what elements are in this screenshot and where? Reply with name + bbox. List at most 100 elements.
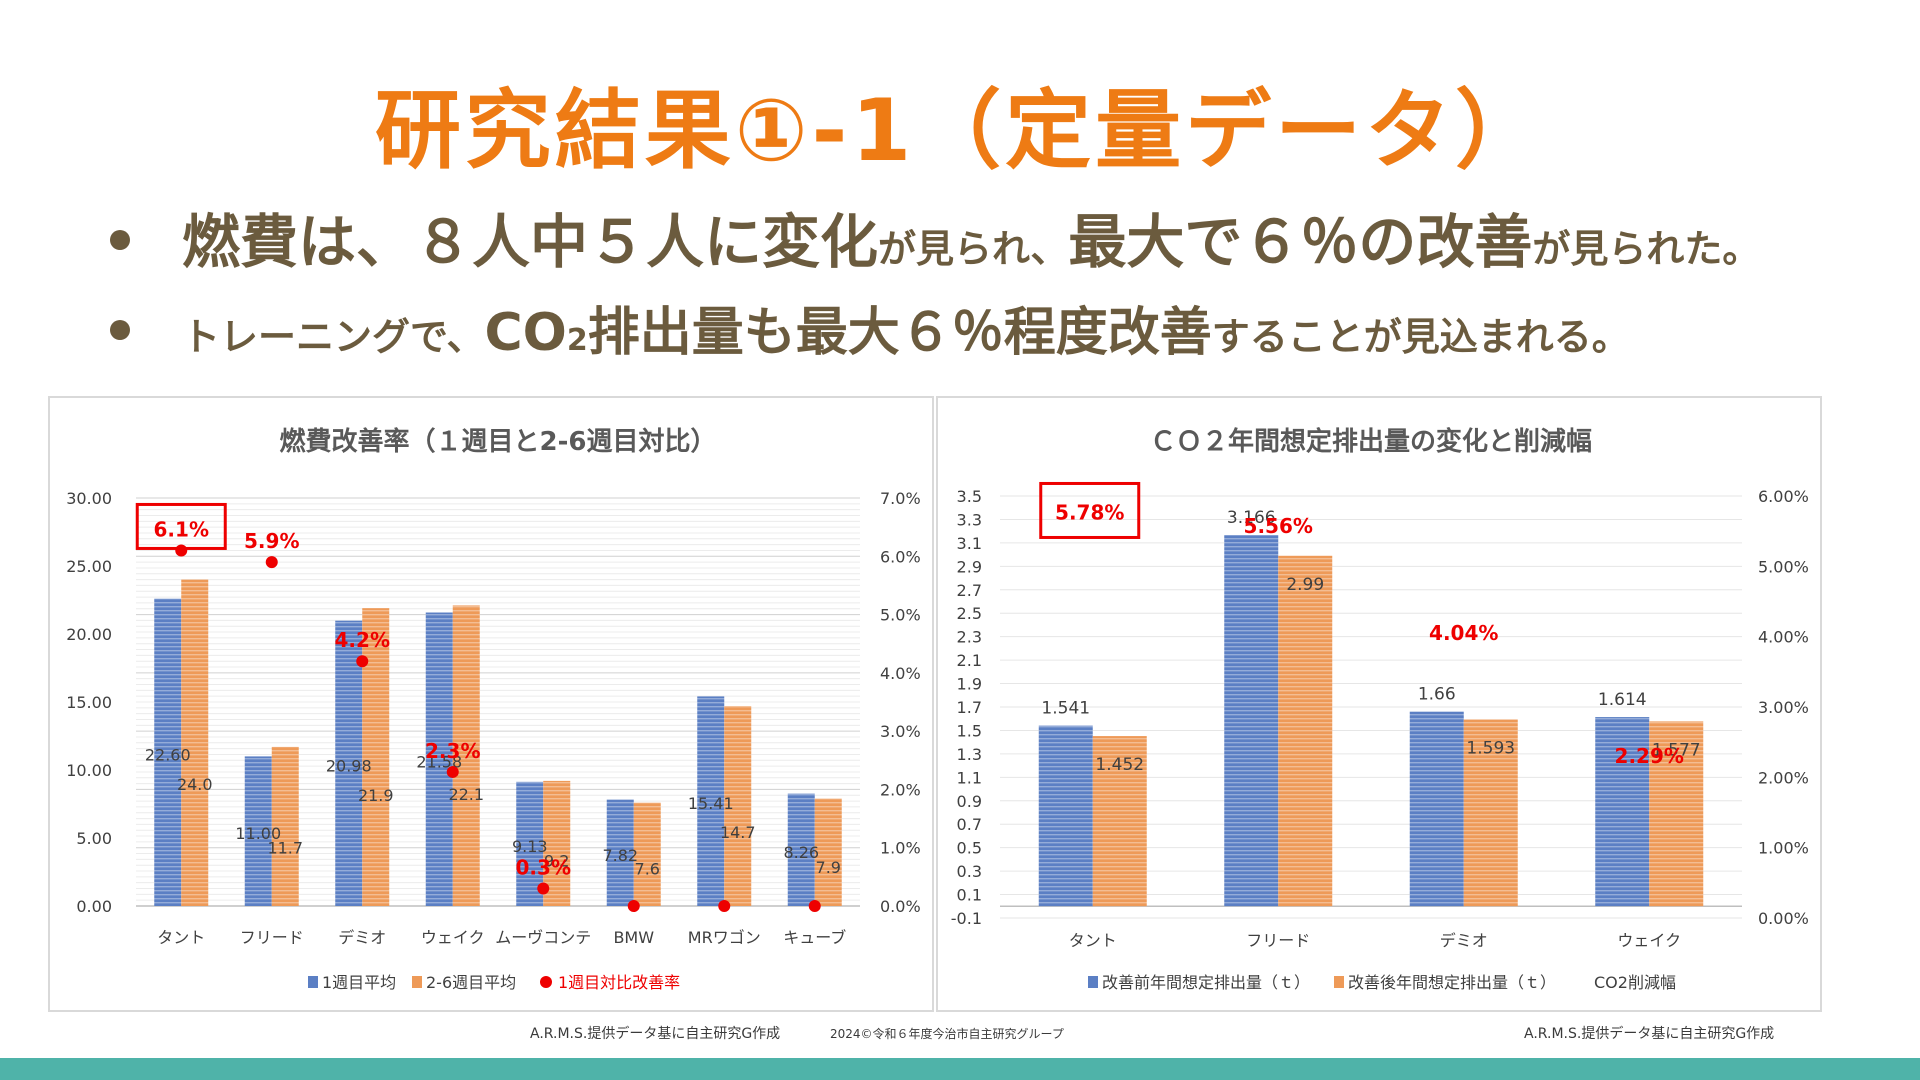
bar-label-after: 1.577 [1652,740,1701,760]
bar-after [1649,721,1704,907]
y2-tick-label: 7.0% [880,489,921,508]
bar-label-week2-6: 21.9 [358,786,394,805]
y-tick-label: 30.00 [66,489,112,508]
x-tick-label: デミオ [1440,931,1488,950]
y2-tick-label: 5.00% [1758,557,1809,576]
y2-tick-label: 6.0% [880,547,921,566]
y2-tick-label: 1.00% [1758,839,1809,858]
x-tick-label: MRワゴン [688,928,761,947]
bar-label-before: 3.166 [1227,508,1276,528]
bar-label-week2-6: 7.6 [635,860,660,879]
bar-label-week1: 11.00 [235,824,281,843]
improvement-point [446,765,459,778]
bar-week1 [335,620,363,906]
y-tick-label: 1.3 [957,745,982,764]
improvement-label: 6.1% [154,517,209,541]
y-tick-label: 5.00 [76,829,112,848]
legend-swatch-before [1088,976,1098,988]
improvement-point [356,655,369,668]
y-tick-label: 3.1 [957,534,982,553]
y-tick-label: 3.5 [957,487,982,506]
bar-after [1278,555,1333,907]
y-tick-label: 0.1 [957,886,982,905]
legend-label: 2-6週目平均 [426,973,516,992]
y-tick-label: 0.9 [957,792,982,811]
bar-label-week1: 9.13 [512,837,548,856]
reduction-label: 4.04% [1429,621,1498,645]
legend-label: CO2削減幅 [1594,973,1676,992]
y-tick-label: 10.00 [66,761,112,780]
bar-before [1595,717,1650,907]
bar-label-before: 1.614 [1598,690,1647,710]
improvement-label: 4.2% [335,628,390,652]
bar-label-after: 1.452 [1095,755,1144,775]
bar-label-week2-6: 7.9 [816,858,841,877]
bar-label-week1: 8.26 [783,843,819,862]
bar-label-week2-6: 22.1 [448,785,484,804]
legend-label: 改善後年間想定排出量（ｔ） [1348,973,1556,992]
x-tick-label: タント [157,928,205,947]
y-tick-label: 1.9 [957,675,982,694]
bar-label-week1: 20.98 [326,756,372,775]
slide-title: 研究結果①-1（定量データ） [374,81,1546,181]
improvement-point [537,882,550,895]
bar-before [1409,711,1464,907]
y2-tick-label: 3.0% [880,722,921,741]
bullet-text: 燃費は、８人中５人に変化 [182,208,879,276]
highlight-box [1039,481,1141,539]
legend-label: 1週目平均 [322,973,396,992]
legend-label: 改善前年間想定排出量（ｔ） [1102,973,1310,992]
bullet-text: することが見込まれる。 [1211,315,1630,359]
x-tick-label: BMW [613,928,654,947]
footer-copyright: 2024©令和６年度今治市自主研究グループ [830,1027,1064,1041]
bar-week1 [606,799,634,906]
bar-week2-6 [271,746,299,906]
improvement-point [627,900,640,912]
bottom-band [0,1058,1920,1080]
legend-swatch-improvement [540,976,552,988]
bar-label-week2-6: 24.0 [177,775,213,794]
bar-week1 [154,598,182,906]
y2-tick-label: 5.0% [880,606,921,625]
y-tick-label: 3.3 [957,510,982,529]
fuel-chart-panel: 燃費改善率（１週目と2-6週目対比） 0.00 5.00 10.00 15.00 20.0… [48,396,934,1012]
bar-week2-6 [724,706,752,906]
x-tick-label: キューブ [783,928,846,947]
y-tick-label: 20.00 [66,625,112,644]
x-tick-label: デミオ [338,928,386,947]
footer-credit-left: A.R.M.S.提供データ基に自主研究G作成 [530,1026,781,1042]
bullet-text: 排出量も最大６％程度改善 [587,303,1212,363]
bar-label-week2-6: 9.2 [544,851,569,870]
bullet-text: CO [484,303,567,363]
footer-credit-right: A.R.M.S.提供データ基に自主研究G作成 [1524,1026,1775,1042]
bullet-co2: トレーニングで、CO2排出量も最大６％程度改善することが見込まれる。 [110,290,1630,365]
improvement-label: 2.3% [425,739,480,763]
bar-label-week2-6: 14.7 [720,823,756,842]
x-tick-label: ウェイク [1617,931,1681,950]
x-tick-label: ムーヴコンテ [495,928,591,947]
bar-week1 [425,612,453,906]
y-tick-label: 1.7 [957,698,982,717]
y-tick-label: 2.5 [957,604,982,623]
fuel-chart: 燃費改善率（１週目と2-6週目対比） 0.00 5.00 10.00 15.00 20.0… [66,426,921,992]
y-tick-label: 0.00 [76,897,112,916]
y-tick-label: 2.9 [957,557,982,576]
bullet-text: 最大で６％の改善 [1068,208,1533,276]
reduction-label: 5.56% [1244,514,1313,538]
y-tick-label: 2.3 [957,628,982,647]
y-tick-label: 2.7 [957,581,982,600]
y2-tick-label: 3.00% [1758,698,1809,717]
bar-week2-6 [814,798,842,906]
bar-week1 [787,793,815,906]
bar-after [1092,736,1147,907]
bullet-subscript: 2 [566,323,588,358]
bar-week1 [697,696,725,906]
x-tick-label: タント [1069,931,1117,950]
bar-week2-6 [181,579,209,906]
y-tick-label: 0.7 [957,815,982,834]
y2-tick-label: 2.00% [1758,768,1809,787]
bar-label-before: 1.541 [1041,699,1090,719]
y-tick-label: -0.1 [951,909,982,928]
legend-swatch-after [1334,976,1344,988]
legend-label: 1週目対比改善率 [558,973,680,992]
